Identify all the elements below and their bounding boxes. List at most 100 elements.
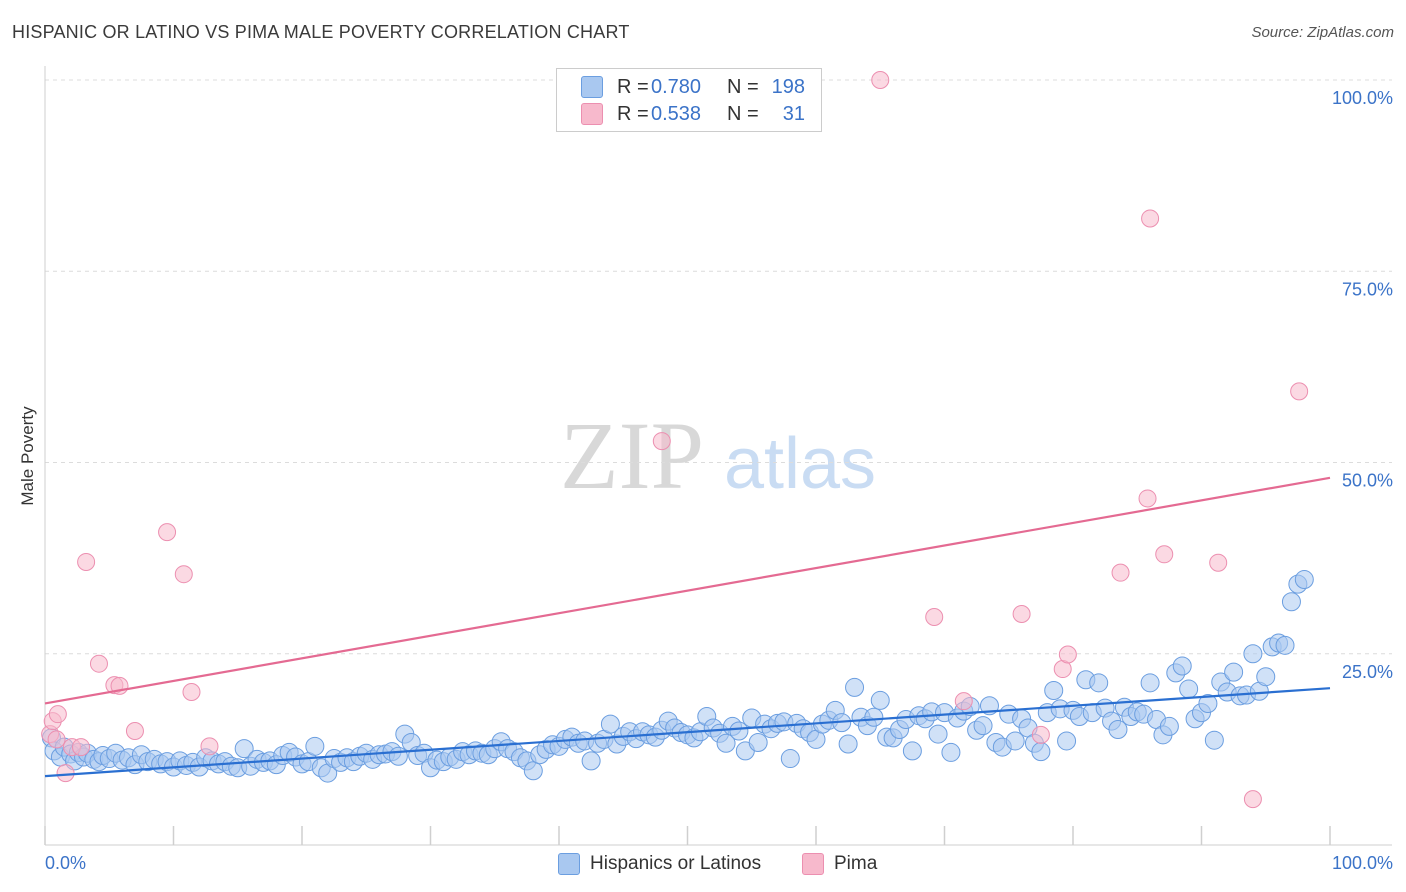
data-point-pima	[48, 705, 67, 724]
data-point-hispanics	[902, 741, 922, 761]
data-point-hispanics	[1159, 716, 1179, 736]
data-point-hispanics	[838, 734, 858, 754]
data-point-hispanics	[1031, 742, 1051, 762]
data-point-hispanics	[1256, 667, 1276, 687]
y-tick-label: 25.0%	[1342, 662, 1393, 682]
legend-swatch-blue	[581, 76, 603, 98]
data-point-hispanics	[941, 742, 961, 762]
watermark-atlas: atlas	[724, 424, 876, 504]
data-point-hispanics	[1224, 662, 1244, 682]
data-point-hispanics	[1057, 731, 1077, 751]
data-point-hispanics	[1179, 679, 1199, 699]
bottom-legend-swatch-blue	[558, 853, 580, 875]
data-point-hispanics	[928, 724, 948, 744]
data-point-hispanics	[1140, 673, 1160, 693]
bottom-legend-pima: Pima	[802, 852, 877, 876]
data-point-hispanics	[1281, 592, 1301, 612]
data-point-pima	[1138, 489, 1157, 508]
chart-source: Source: ZipAtlas.com	[1251, 24, 1394, 41]
correlation-legend: R = 0.780 N = 198 R = 0.538 N = 31	[556, 68, 822, 132]
legend-n-label: N =	[727, 102, 759, 125]
data-point-pima	[1111, 563, 1130, 582]
tick-labels: 25.0% 50.0% 75.0% 100.0% 0.0% 100.0%	[45, 88, 1393, 873]
data-point-pima	[182, 683, 201, 701]
legend-r-value: 0.538	[651, 102, 702, 125]
data-point-hispanics	[780, 749, 800, 769]
data-point-hispanics	[234, 739, 254, 759]
data-point-pima	[925, 608, 944, 627]
data-point-hispanics	[864, 707, 884, 727]
data-point-pima	[1141, 209, 1160, 228]
series-pima-points	[41, 71, 1309, 809]
grid-lines	[45, 79, 1392, 655]
axes	[44, 66, 1392, 846]
data-point-pima	[954, 692, 973, 711]
data-point-pima	[1058, 645, 1077, 664]
data-point-pima	[1243, 790, 1262, 809]
legend-r-label: R =	[617, 102, 649, 125]
legend-r-value: 0.780	[651, 75, 702, 98]
trend-line-pima	[44, 476, 1331, 705]
data-point-hispanics	[1172, 656, 1192, 676]
data-point-hispanics	[1108, 719, 1128, 739]
data-point-hispanics	[1089, 673, 1109, 693]
data-point-hispanics	[581, 751, 601, 771]
data-point-pima	[1012, 604, 1031, 623]
data-point-pima	[89, 654, 108, 673]
data-point-pima	[200, 737, 219, 756]
data-point-hispanics	[716, 733, 736, 753]
legend-swatch-pink	[581, 103, 603, 125]
data-point-hispanics	[1204, 730, 1224, 750]
data-point-hispanics	[1005, 731, 1025, 751]
trend-lines	[44, 476, 1331, 778]
chart-title: HISPANIC OR LATINO VS PIMA MALE POVERTY …	[12, 22, 630, 42]
series-hispanics-points	[41, 570, 1314, 783]
trend-line-hispanics	[44, 687, 1331, 778]
data-point-pima	[1031, 725, 1050, 744]
y-axis-title: Male Poverty	[18, 406, 37, 506]
data-point-pima	[652, 432, 671, 451]
data-point-pima	[1290, 382, 1309, 401]
data-point-pima	[158, 523, 177, 542]
legend-r-label: R =	[617, 75, 649, 98]
data-point-hispanics	[870, 690, 890, 710]
y-tick-label: 100.0%	[1332, 88, 1393, 108]
legend-row-pima: R = 0.538 N = 31	[581, 102, 805, 126]
data-point-pima	[77, 552, 96, 571]
data-point-hispanics	[1243, 644, 1263, 664]
data-point-hispanics	[1044, 680, 1064, 700]
data-point-hispanics	[729, 721, 749, 741]
legend-n-value: 31	[782, 102, 805, 125]
bottom-legend-swatch-pink	[802, 853, 824, 875]
data-point-hispanics	[1294, 570, 1314, 590]
data-point-hispanics	[388, 746, 408, 766]
data-point-pima	[125, 722, 144, 741]
data-point-hispanics	[845, 677, 865, 697]
data-point-hispanics	[1275, 635, 1295, 655]
bottom-legend-label-pima: Pima	[834, 853, 878, 874]
legend-n-label: N =	[727, 75, 759, 98]
legend-n-value: 198	[771, 75, 805, 98]
data-point-hispanics	[1198, 693, 1218, 713]
data-point-pima	[47, 730, 66, 749]
x-tick-label: 100.0%	[1332, 853, 1393, 873]
data-point-hispanics	[748, 732, 768, 752]
bottom-legend-label-hispanics: Hispanics or Latinos	[590, 853, 762, 874]
data-point-pima	[71, 738, 90, 757]
data-point-pima	[1209, 553, 1228, 572]
watermark: ZIP atlas	[560, 402, 876, 509]
data-point-pima	[1155, 545, 1174, 564]
data-point-pima	[871, 71, 890, 89]
data-point-hispanics	[973, 716, 993, 736]
x-tick-label: 0.0%	[45, 853, 86, 873]
legend-row-hispanics: R = 0.780 N = 198	[581, 75, 805, 99]
watermark-zip: ZIP	[560, 402, 704, 509]
data-point-hispanics	[600, 714, 620, 734]
data-point-hispanics	[305, 736, 325, 756]
data-point-hispanics	[523, 761, 543, 781]
data-point-pima	[56, 764, 75, 783]
y-tick-label: 50.0%	[1342, 471, 1393, 491]
y-tick-label: 75.0%	[1342, 279, 1393, 299]
data-point-pima	[174, 565, 193, 584]
